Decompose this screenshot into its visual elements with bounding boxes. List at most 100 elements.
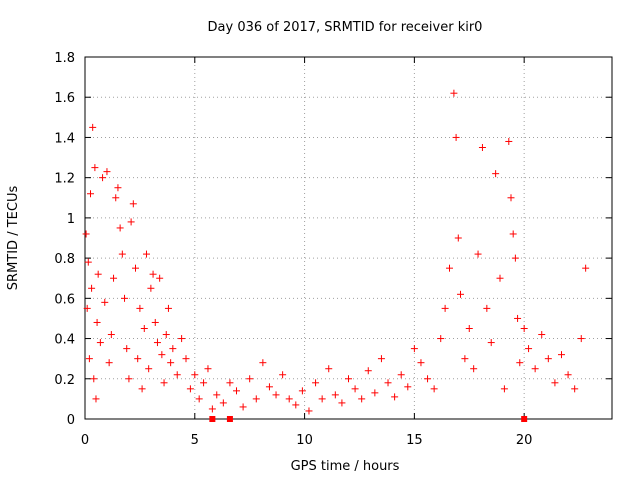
data-point — [208, 405, 216, 413]
data-point — [312, 379, 320, 387]
data-point — [417, 359, 425, 367]
square-markers — [209, 416, 528, 422]
data-point — [125, 375, 133, 383]
data-point — [105, 359, 113, 367]
data-point — [246, 375, 254, 383]
data-point — [487, 339, 495, 347]
data-point — [213, 391, 221, 399]
grid — [85, 57, 612, 419]
data-point — [345, 375, 352, 383]
y-tick-label: 0.4 — [54, 333, 75, 348]
data-point — [82, 230, 90, 238]
data-point — [520, 325, 528, 332]
data-point — [564, 371, 572, 379]
chart-title: Day 036 of 2017, SRMTID for receiver kir… — [208, 20, 483, 35]
data-point — [391, 393, 399, 401]
data-point — [384, 379, 392, 387]
data-point — [107, 331, 115, 339]
y-tick-label: 1.6 — [54, 91, 75, 106]
square-marker — [209, 416, 216, 422]
data-point — [195, 395, 203, 403]
data-point — [136, 304, 144, 312]
x-tick-label: 0 — [81, 433, 89, 448]
y-tick-label: 1 — [67, 212, 75, 227]
data-point — [505, 137, 513, 145]
data-point — [410, 345, 418, 353]
data-point — [430, 385, 438, 393]
data-point — [437, 335, 445, 343]
data-point — [83, 304, 91, 312]
data-point — [140, 325, 148, 332]
data-point — [509, 230, 517, 238]
data-point — [511, 254, 519, 262]
data-point — [279, 371, 287, 379]
data-point — [441, 304, 449, 312]
y-tick-label: 0.2 — [54, 373, 75, 388]
data-point — [118, 250, 126, 258]
data-points — [82, 89, 590, 415]
data-point — [239, 403, 247, 411]
data-point — [200, 379, 208, 387]
data-point — [114, 184, 122, 192]
x-axis-label: GPS time / hours — [291, 459, 400, 474]
data-point — [99, 174, 107, 182]
x-tick-label: 15 — [406, 433, 423, 448]
data-point — [500, 385, 508, 393]
data-point — [101, 298, 109, 306]
data-point — [132, 264, 140, 272]
data-point — [424, 375, 432, 383]
square-marker — [521, 416, 528, 422]
x-tick-label: 20 — [516, 433, 533, 448]
data-point — [204, 365, 212, 373]
data-point — [116, 224, 124, 232]
y-tick-label: 1.4 — [54, 131, 75, 146]
data-point — [156, 274, 164, 282]
data-point — [121, 294, 129, 302]
data-point — [90, 375, 98, 383]
data-point — [446, 264, 454, 272]
data-point — [461, 355, 469, 363]
data-point — [94, 270, 102, 278]
y-tick-label: 0 — [67, 413, 75, 428]
data-point — [127, 218, 135, 226]
data-point — [85, 355, 93, 363]
data-point — [470, 365, 478, 373]
data-point — [538, 331, 546, 339]
data-point — [91, 164, 99, 172]
data-point — [167, 359, 175, 367]
data-point — [351, 385, 359, 393]
data-point — [164, 304, 172, 312]
data-point — [582, 264, 590, 272]
data-point — [89, 123, 97, 131]
data-point — [483, 304, 491, 312]
data-point — [364, 367, 372, 375]
data-point — [397, 371, 405, 379]
data-point — [219, 399, 227, 407]
data-point — [371, 389, 379, 397]
data-point — [103, 168, 111, 176]
data-point — [145, 365, 153, 373]
data-point — [358, 395, 366, 403]
data-point — [169, 345, 177, 353]
data-point — [474, 250, 482, 258]
y-tick-label: 0.6 — [54, 292, 75, 307]
data-point — [182, 355, 190, 363]
plot-frame — [84, 56, 613, 420]
data-point — [96, 339, 104, 347]
data-point — [331, 391, 339, 399]
y-tick-label: 1.8 — [54, 51, 75, 66]
data-point — [142, 250, 150, 258]
data-point — [162, 331, 170, 339]
data-point — [465, 325, 473, 332]
data-point — [452, 133, 460, 141]
data-point — [151, 318, 159, 326]
data-point — [191, 371, 199, 379]
data-point — [129, 200, 137, 208]
data-point — [525, 345, 533, 353]
data-point — [86, 190, 94, 198]
data-point — [160, 379, 168, 387]
data-point — [147, 284, 155, 292]
data-point — [252, 395, 260, 403]
data-point — [492, 170, 500, 178]
